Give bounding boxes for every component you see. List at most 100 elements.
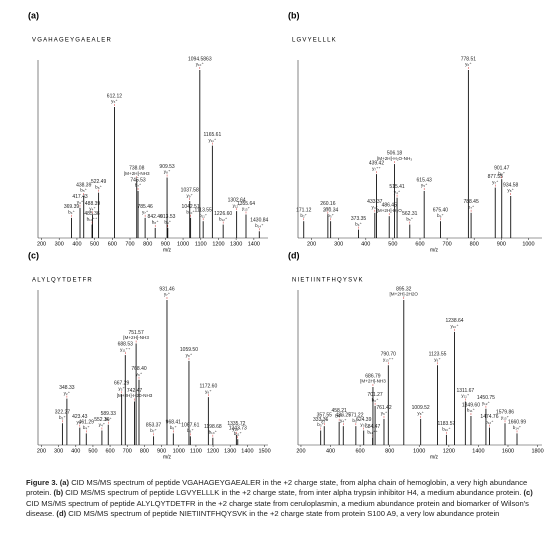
peak-ion-label: y₈⁺ [186,353,193,358]
x-tick-label: 800 [140,448,149,454]
peak-ion-label: b₁₄⁺ [513,425,522,430]
x-tick-label: 1600 [502,448,514,454]
peak-mz-label: 1238.64 [446,318,464,324]
caption: Figure 3. (a) CID MS/MS spectrum of pept… [26,478,544,520]
peak-mz-label: 589.33 [101,411,117,417]
peak-ion-label: b₃⁺ [59,415,66,420]
peak-mz-label: 433.37 [367,199,383,205]
x-tick-label: 600 [415,241,424,247]
peak-ion-label: y₃⁺ [372,205,379,210]
peak-ion-label: y₅⁺ [360,422,367,427]
x-tick-label: 200 [296,448,305,454]
peak-ion-label: y₁₃⁺ [501,415,510,420]
peak-mz-label: 562.31 [402,211,418,217]
peak-ion-label: [M+2H]-H₂O [377,208,403,213]
peak-mz-label: 270.34 [323,208,339,214]
peak-mz-label: 877.55 [488,174,504,180]
peak-ion-label: y₉⁺ [205,389,212,394]
peak-ion-label: y₁₁⁺ [208,137,216,142]
peak-ion-label: [M+2H]-H20-NH3 [117,393,153,398]
peak-mz-label: 675.40 [433,208,449,214]
peak-mz-label: 1226.60 [214,211,232,217]
panel-label: (b) [288,10,300,20]
peak-mz-label: 624.39 [356,417,372,423]
peak-ion-label: b₉⁺ [187,428,194,433]
peak-mz-label: 333.36 [313,417,329,423]
peak-ion-label: b₂⁺ [300,213,307,218]
peak-ion-label: y₇⁺ [142,210,149,215]
peak-ion-label: b₁₁⁺ [199,213,208,218]
peak-ion-label: b₁₁⁺ [234,431,243,436]
x-tick-label: 1200 [212,241,224,247]
peak-ion-label: b₆⁺ [372,398,379,403]
x-tick-label: 500 [90,241,99,247]
peak-ion-label: y₃⁺ [77,199,84,204]
peak-ion-label: y₉⁺ [434,357,441,362]
x-tick-label: 400 [71,448,80,454]
x-tick-label: 800 [143,241,152,247]
x-tick-label: 800 [470,241,479,247]
peak-ion-label: b₉⁺ [164,220,171,225]
peak-mz-label: 1302.64 [228,197,246,203]
peak-ion-label: b₇⁺ [135,183,142,188]
peak-ion-label: b₁₀⁺ [186,210,195,215]
peak-mz-label: 738.08 [129,166,145,172]
x-tick-label: 1000 [177,241,189,247]
peak-ion-label: y₇⁺ [492,179,499,184]
x-tick-label: 300 [334,241,343,247]
peak-ion-label: y₁₂⁺ [233,203,242,208]
panel-label: (c) [28,250,39,260]
peak-ion-label: b₈⁺ [152,220,159,225]
peak-ion-label: [M+2H]-NH3 [123,335,149,340]
caption-part-text: CID MS/MS spectrum of peptide NIETIINTFH… [68,509,500,519]
x-tick-label: 200 [37,241,46,247]
peak-mz-label: 1579.86 [496,410,514,416]
peak-ion-label: b₄⁺ [68,210,75,215]
peak-mz-label: 348.33 [59,385,75,391]
peak-mz-label: 1198.68 [204,424,222,430]
peak-ion-label: y₄⁺ [89,206,96,211]
x-tick-label: 600 [356,448,365,454]
peak-ion-label: y₁₁⁺⁺ [120,347,131,352]
x-tick-label: 200 [37,448,46,454]
peak-ion-label: b₄⁺ [355,221,362,226]
peak-mz-label: 931.46 [159,286,175,292]
peak-mz-label: 322.27 [55,410,71,416]
peak-ion-label: y₉⁺ [186,193,193,198]
panel-label: (a) [28,10,39,20]
peak-ion-label: b₅⁺ [80,188,87,193]
x-tick-label: 1200 [207,448,219,454]
peak-ion-label: y₅⁺ [421,183,428,188]
x-tick-label: 800 [385,448,394,454]
x-tick-label: 1500 [258,448,270,454]
x-axis-label: m/z [163,454,172,460]
x-tick-label: 600 [105,448,114,454]
peak-mz-label: 667.29 [114,381,130,387]
peak-mz-label: 1343.73 [229,426,247,432]
peak-ion-label: b₅⁺ [105,416,112,421]
peak-mz-label: 688.53 [118,341,134,347]
peak-mz-label: 913.53 [160,214,176,220]
peak-ion-label: b₄⁺ [83,425,90,430]
peak-mz-label: 1067.61 [181,423,199,429]
peak-ion-label: b₁₁⁺ [467,408,476,413]
x-tick-label: 400 [326,448,335,454]
peak-ion-label: y₁₂⁺ [482,400,491,405]
peak-ion-label: b₈⁺ [170,425,177,430]
peak-ion-label: b₈⁺ [498,171,505,176]
peak-ion-label: y₁₃⁺ [242,206,251,211]
peak-ion-label: y₆⁺ [136,371,143,376]
peak-ion-label: y₃⁺ [321,418,328,423]
panel-label: (d) [288,250,300,260]
x-tick-label: 1800 [531,448,543,454]
peak-mz-label: 171.12 [296,208,312,214]
peak-mz-label: 1355.64 [237,201,255,207]
caption-part-label: (a) [59,478,70,487]
x-tick-label: 900 [157,448,166,454]
x-tick-label: 1000 [413,448,425,454]
x-tick-label: 1100 [190,448,202,454]
peak-mz-label: 853.37 [146,423,162,429]
x-tick-label: 500 [88,448,97,454]
peak-mz-label: 485.36 [84,211,100,217]
